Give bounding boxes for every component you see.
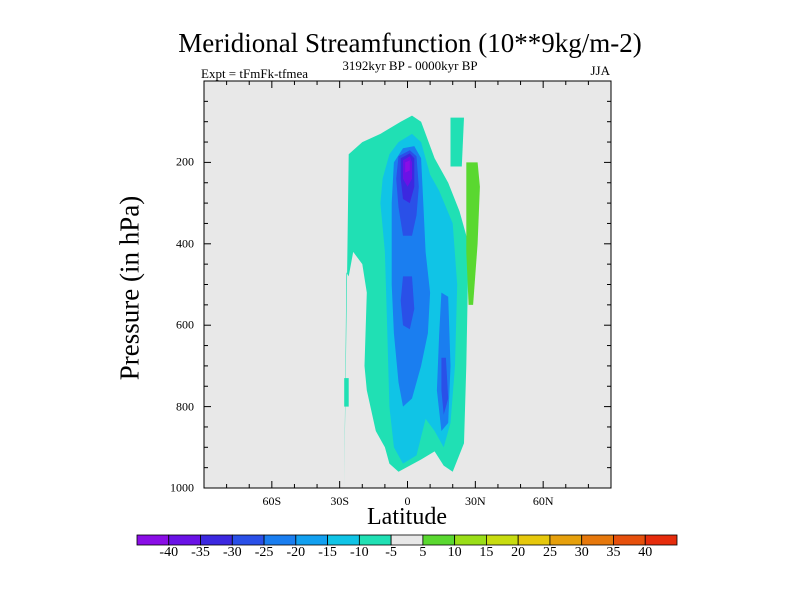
colorbar-box	[422, 534, 456, 546]
colorbar-label: -40	[159, 545, 179, 560]
colorbar-label: 30	[574, 545, 589, 560]
colorbar-label: -30	[222, 545, 242, 560]
colorbar-box	[295, 534, 328, 546]
season-label: JJA	[590, 63, 610, 78]
colorbar-box	[581, 534, 614, 546]
contour-region-7	[400, 276, 415, 330]
colorbar-box	[517, 534, 551, 546]
colorbar-label: 40	[638, 545, 653, 560]
y-tick-label: 200	[176, 154, 194, 169]
x-tick-label: 60S	[262, 494, 282, 508]
time-range-label: 3192kyr BP - 0000kyr BP	[342, 58, 478, 73]
colorbar-box	[263, 534, 297, 546]
colorbar-box	[200, 534, 233, 546]
y-tick-label: 600	[176, 317, 194, 332]
colorbar-box	[327, 534, 360, 546]
y-tick-label: 400	[176, 236, 194, 251]
contour-region-12	[466, 162, 480, 305]
colorbar-label: -10	[350, 545, 369, 560]
colorbar-box	[390, 534, 424, 546]
x-axis-label: Latitude	[367, 504, 447, 530]
x-tick-label: 30S	[330, 494, 349, 508]
colorbar-box	[486, 534, 519, 546]
colorbar-label: -20	[286, 545, 306, 560]
colorbar-box	[644, 534, 678, 546]
y-tick-label: 1000	[170, 480, 194, 495]
colorbar-box	[168, 534, 201, 546]
contour-region-1	[450, 117, 464, 167]
colorbar-label: -15	[318, 545, 337, 560]
colorbar-label: -35	[191, 545, 210, 560]
y-tick-label: 800	[176, 399, 194, 414]
colorbar-label: 5	[419, 545, 427, 560]
colorbar-label: -5	[385, 545, 397, 560]
colorbar-box	[549, 534, 583, 546]
colorbar-box	[231, 534, 265, 546]
colorbar-box	[613, 534, 646, 546]
contour-region-8	[441, 357, 449, 415]
contour-region-2	[344, 378, 349, 407]
colorbar-box	[136, 534, 170, 546]
contour-region-11	[405, 160, 410, 173]
colorbar-box	[358, 534, 392, 546]
colorbar-label: 15	[479, 545, 494, 560]
colorbar-box	[454, 534, 487, 546]
chart-title: Meridional Streamfunction (10**9kg/m-2)	[178, 28, 642, 58]
colorbar-label: 10	[447, 545, 462, 560]
colorbar-label: 20	[511, 545, 526, 560]
colorbar-label: -25	[254, 545, 274, 560]
x-tick-label: 0	[404, 494, 411, 508]
colorbar-label: 35	[606, 545, 621, 560]
x-tick-label: 30N	[464, 494, 486, 508]
experiment-label: Expt = tFmFk-tfmea	[201, 66, 308, 81]
colorbar-label: 25	[542, 545, 557, 560]
x-tick-label: 60N	[532, 494, 554, 508]
